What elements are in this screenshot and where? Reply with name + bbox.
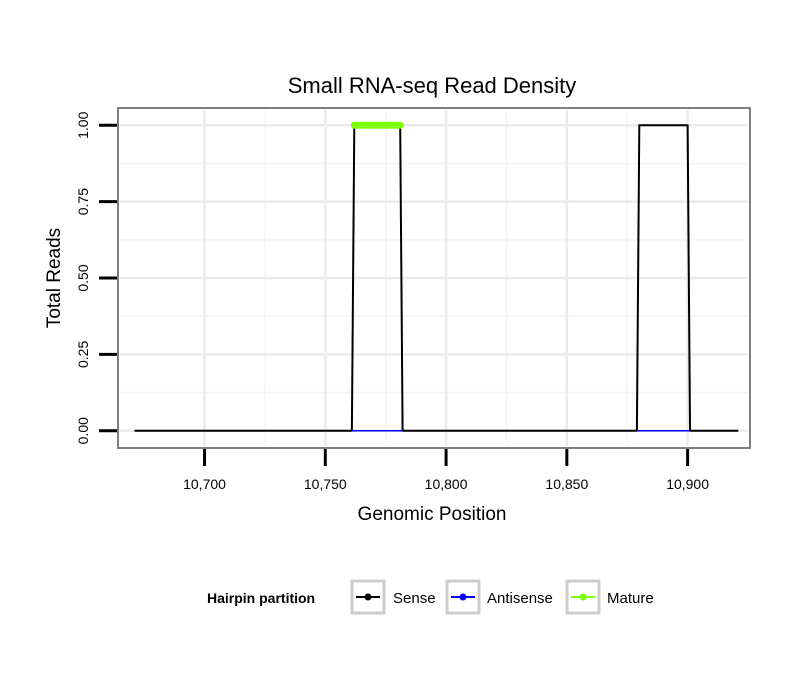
y-tick-label: 1.00 <box>75 111 91 138</box>
legend-dot-mature <box>579 593 587 601</box>
chart-title: Small RNA-seq Read Density <box>288 73 577 98</box>
legend-dot-antisense <box>459 593 467 601</box>
y-axis-title: Total Reads <box>44 228 65 328</box>
legend-label-antisense: Antisense <box>487 590 553 607</box>
y-tick-label: 0.75 <box>75 188 91 215</box>
x-axis-title: Genomic Position <box>358 504 507 525</box>
y-tick-label: 0.25 <box>75 341 91 368</box>
y-tick-label: 0.50 <box>75 264 91 291</box>
legend: Hairpin partition Sense Antisense Mature <box>207 579 654 615</box>
x-tick-label: 10,800 <box>425 476 468 492</box>
x-tick-label: 10,700 <box>183 476 226 492</box>
legend-item-mature: Mature <box>565 579 654 615</box>
legend-item-antisense: Antisense <box>445 579 553 615</box>
series-layer <box>134 121 739 432</box>
legend-item-sense: Sense <box>350 579 436 615</box>
legend-dot-sense <box>364 593 372 601</box>
x-tick-label: 10,900 <box>666 476 709 492</box>
y-tick-label: 0.00 <box>75 417 91 444</box>
legend-title: Hairpin partition <box>207 590 315 606</box>
x-axis: 10,700 10,750 10,800 10,850 10,900 <box>183 449 709 492</box>
legend-label-sense: Sense <box>393 590 436 607</box>
legend-label-mature: Mature <box>607 590 654 607</box>
x-tick-label: 10,750 <box>304 476 347 492</box>
series-sense-line <box>134 124 739 432</box>
x-tick-label: 10,850 <box>545 476 588 492</box>
y-axis: 0.00 0.25 0.50 0.75 1.00 <box>75 111 117 444</box>
